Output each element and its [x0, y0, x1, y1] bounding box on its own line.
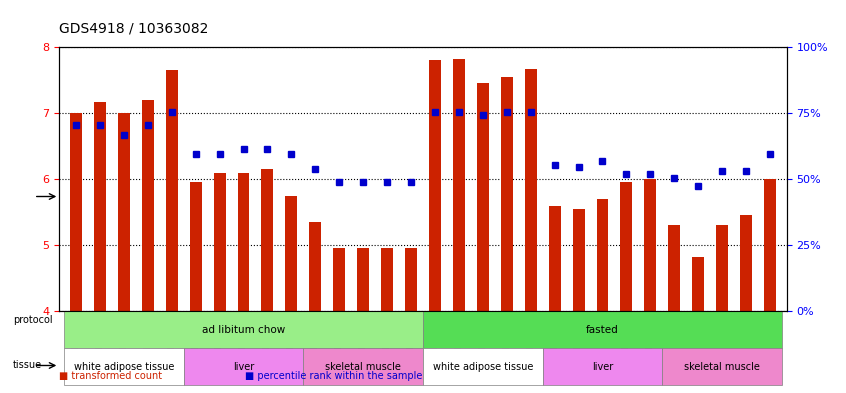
Bar	[310, 222, 321, 311]
Bar	[261, 169, 273, 311]
Bar	[166, 70, 178, 311]
Text: protocol: protocol	[13, 315, 52, 325]
FancyBboxPatch shape	[64, 348, 184, 385]
Bar	[692, 257, 704, 311]
Bar	[717, 226, 728, 311]
Bar	[213, 173, 226, 311]
Bar	[668, 226, 680, 311]
Bar	[94, 102, 106, 311]
Bar	[573, 209, 585, 311]
Text: tissue: tissue	[13, 360, 41, 371]
Bar	[429, 61, 441, 311]
Text: ■ percentile rank within the sample: ■ percentile rank within the sample	[245, 371, 423, 381]
FancyBboxPatch shape	[542, 348, 662, 385]
FancyBboxPatch shape	[304, 348, 423, 385]
Bar	[405, 248, 417, 311]
FancyBboxPatch shape	[423, 311, 782, 348]
Text: white adipose tissue: white adipose tissue	[74, 362, 174, 372]
Text: GDS4918 / 10363082: GDS4918 / 10363082	[59, 21, 209, 35]
Text: liver: liver	[233, 362, 254, 372]
Text: fasted: fasted	[586, 325, 619, 335]
Bar	[142, 100, 154, 311]
Bar	[549, 206, 561, 311]
Bar	[477, 83, 489, 311]
FancyBboxPatch shape	[64, 311, 423, 348]
Bar	[357, 248, 369, 311]
FancyBboxPatch shape	[662, 348, 782, 385]
Text: ■ transformed count: ■ transformed count	[59, 371, 162, 381]
Text: skeletal muscle: skeletal muscle	[325, 362, 401, 372]
Text: skeletal muscle: skeletal muscle	[684, 362, 760, 372]
Bar	[333, 248, 345, 311]
Bar	[453, 59, 465, 311]
Bar	[740, 215, 752, 311]
Bar	[596, 199, 608, 311]
Bar	[118, 113, 129, 311]
Bar	[190, 182, 201, 311]
Bar	[381, 248, 393, 311]
Text: liver: liver	[592, 362, 613, 372]
Bar	[764, 179, 776, 311]
Bar	[285, 196, 297, 311]
Bar	[620, 182, 633, 311]
FancyBboxPatch shape	[184, 348, 304, 385]
Text: white adipose tissue: white adipose tissue	[432, 362, 533, 372]
Bar	[525, 69, 536, 311]
Bar	[70, 113, 82, 311]
Bar	[238, 173, 250, 311]
Text: ad libitum chow: ad libitum chow	[202, 325, 285, 335]
Bar	[501, 77, 513, 311]
FancyBboxPatch shape	[423, 348, 542, 385]
Bar	[645, 179, 656, 311]
